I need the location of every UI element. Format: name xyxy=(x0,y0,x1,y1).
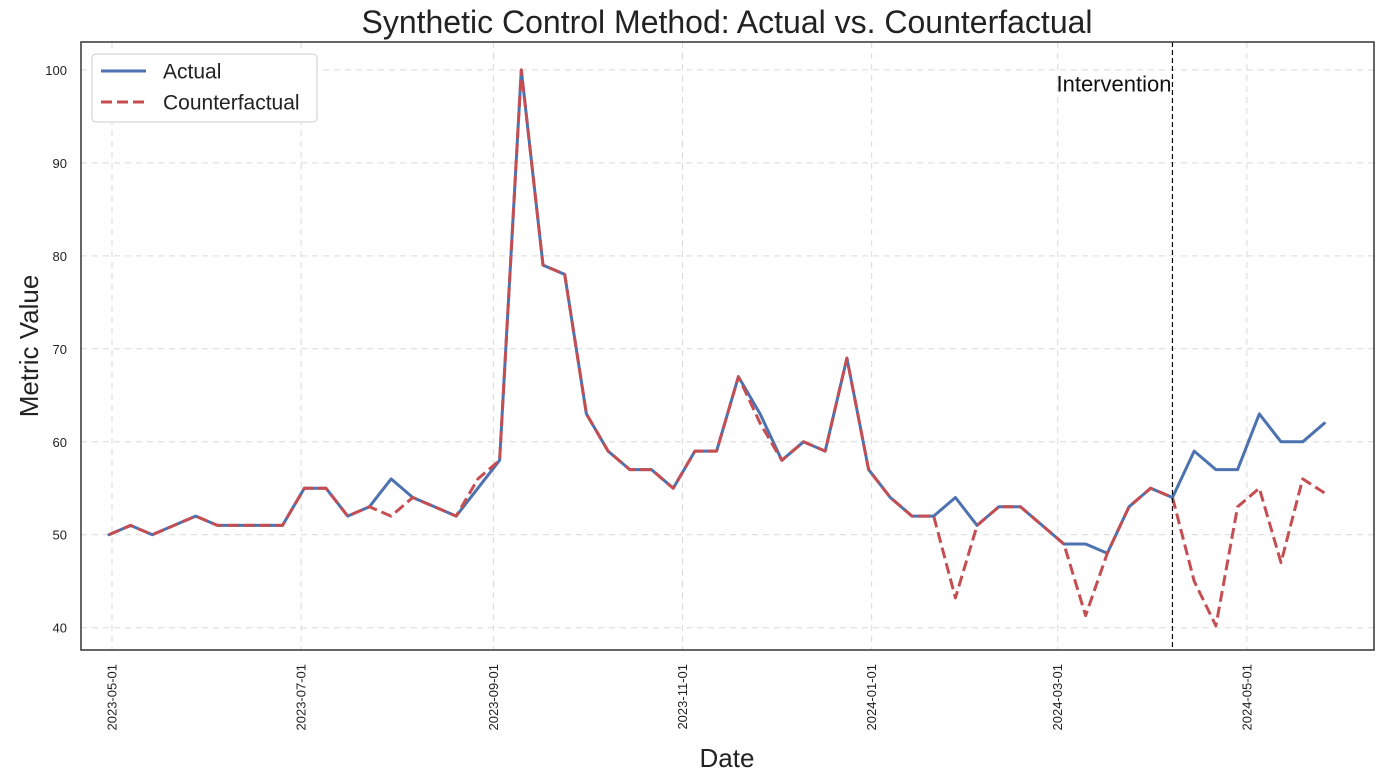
x-tick-label: 2024-05-01 xyxy=(1239,664,1254,731)
y-tick-label: 50 xyxy=(53,528,67,543)
series-layer xyxy=(107,68,1326,628)
y-tick-label: 90 xyxy=(53,156,67,171)
series-line-counterfactual xyxy=(108,68,1326,628)
legend-label-counterfactual: Counterfactual xyxy=(163,92,300,115)
x-tick-label: 2023-11-01 xyxy=(675,664,690,730)
legend-label-actual: Actual xyxy=(163,61,221,84)
x-tick-label: 2024-01-01 xyxy=(864,664,879,731)
y-tick-label: 60 xyxy=(53,435,67,450)
y-tick-label: 80 xyxy=(53,249,67,264)
y-tick-label: 100 xyxy=(45,63,67,78)
legend: Actual Counterfactual xyxy=(91,53,318,123)
x-tick-label: 2024-03-01 xyxy=(1050,664,1065,731)
y-tick-label: 70 xyxy=(53,342,67,357)
y-axis-label: Metric Value xyxy=(14,275,44,418)
x-tick-label: 2023-09-01 xyxy=(486,664,501,731)
legend-box xyxy=(91,53,318,123)
intervention-label: Intervention xyxy=(1056,71,1171,96)
plot-frame xyxy=(80,41,1375,651)
x-tick-label: 2023-05-01 xyxy=(105,664,120,731)
chart-title: Synthetic Control Method: Actual vs. Cou… xyxy=(361,4,1092,40)
intervention-layer: Intervention xyxy=(1056,42,1174,650)
x-axis-label: Date xyxy=(700,743,755,773)
y-tick-label: 40 xyxy=(53,621,67,636)
x-tick-label: 2023-07-01 xyxy=(294,664,309,731)
grid-lines xyxy=(81,42,1374,650)
axes-layer: 40 50 60 70 80 90 100 2023-05-01 2023-07-01 2023-… xyxy=(45,41,1375,731)
